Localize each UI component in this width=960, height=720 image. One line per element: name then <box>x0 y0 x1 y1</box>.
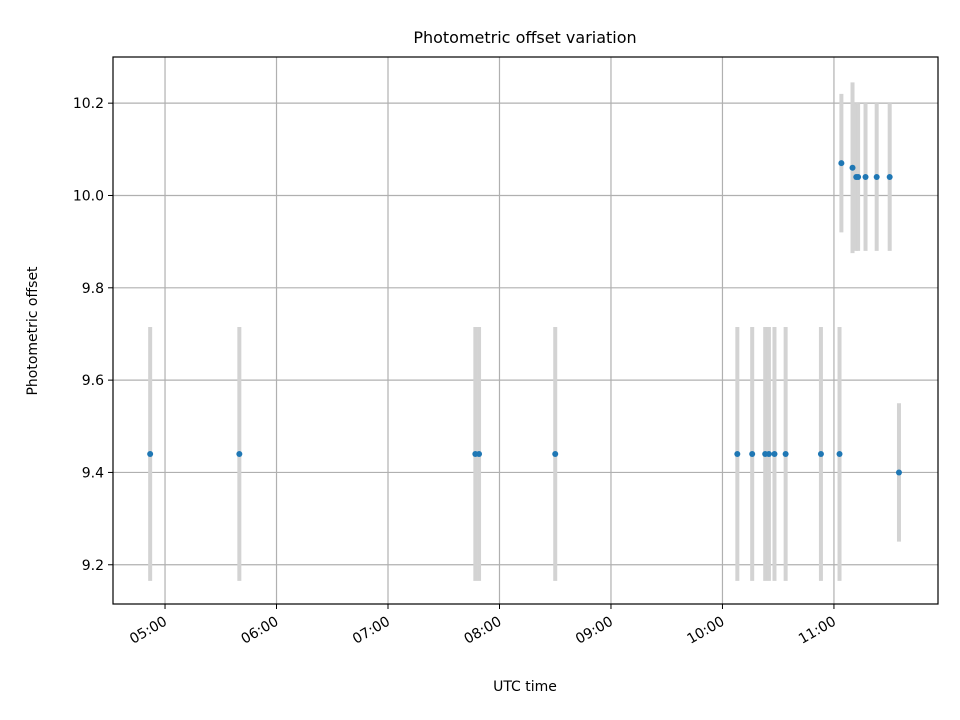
y-tick-label: 9.4 <box>82 465 104 481</box>
point-layer <box>147 160 902 476</box>
grid-layer <box>113 57 938 604</box>
x-tick-label: 07:00 <box>350 614 393 648</box>
data-point <box>817 450 824 457</box>
data-point <box>873 174 880 181</box>
data-point <box>771 450 778 457</box>
data-point <box>849 164 856 171</box>
x-tick-label: 10:00 <box>685 614 728 648</box>
y-tick-label: 10.0 <box>73 188 104 204</box>
x-tick-label: 11:00 <box>796 614 839 648</box>
x-axis-label: UTC time <box>493 679 557 695</box>
y-tick-label: 9.6 <box>82 373 104 389</box>
plot-frame <box>112 56 939 605</box>
chart-title: Photometric offset variation <box>413 28 636 47</box>
y-tick-label: 9.2 <box>82 558 104 574</box>
data-point <box>765 450 772 457</box>
data-point <box>836 450 843 457</box>
data-point <box>552 450 559 457</box>
y-tick-label: 9.8 <box>82 281 104 297</box>
y-tick-label: 10.2 <box>73 96 104 112</box>
data-point <box>782 450 789 457</box>
data-point <box>855 174 862 181</box>
data-point <box>147 450 154 457</box>
data-point <box>895 469 902 476</box>
data-point <box>862 174 869 181</box>
data-point <box>236 450 243 457</box>
data-point <box>734 450 741 457</box>
y-axis-label: Photometric offset <box>25 266 41 396</box>
data-point <box>476 450 483 457</box>
data-point <box>749 450 756 457</box>
x-tick-label: 09:00 <box>573 614 616 648</box>
error-bar-layer <box>148 82 901 581</box>
x-tick-label: 06:00 <box>239 614 282 648</box>
data-point <box>886 174 893 181</box>
x-tick-label: 08:00 <box>462 614 505 648</box>
x-tick-label: 05:00 <box>127 614 170 648</box>
data-point <box>838 160 845 167</box>
